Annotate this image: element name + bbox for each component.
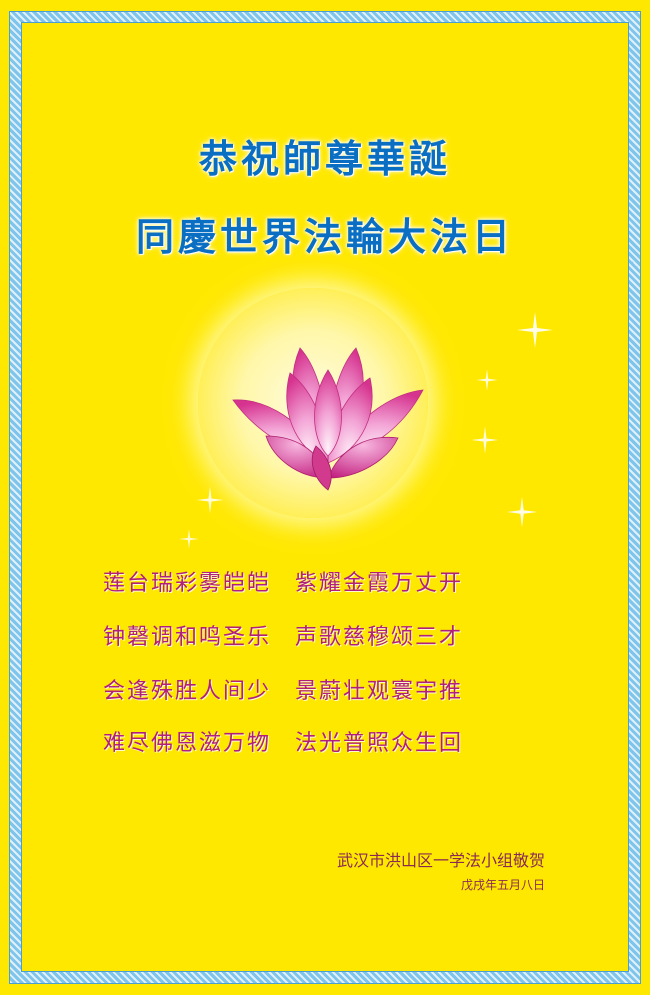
sparkle-icon xyxy=(196,486,224,514)
poem-line-4: 难尽佛恩滋万物 法光普照众生回 xyxy=(103,731,464,756)
signature: 武汉市洪山区一学法小组敬贺 xyxy=(336,851,545,870)
lotus-flower-icon xyxy=(232,347,424,491)
poem-line-2: 钟磬调和鸣圣乐 声歌慈穆颂三才 xyxy=(103,625,464,650)
sparkle-icon xyxy=(517,312,553,348)
sparkle-icon xyxy=(471,426,499,454)
title-line-1: 恭祝師尊華誕 xyxy=(198,136,451,181)
poem-line-3: 会逢殊胜人间少 景蔚壮观寰宇推 xyxy=(103,679,464,704)
poem-line-1: 莲台瑞彩雾皑皑 紫耀金霞万丈开 xyxy=(103,571,464,596)
date: 戊戌年五月八日 xyxy=(460,878,545,892)
sparkle-icon xyxy=(476,369,498,391)
sparkle-icon xyxy=(179,529,199,549)
sparkle-icon xyxy=(506,496,538,528)
title-line-2: 同慶世界法輪大法日 xyxy=(135,214,514,259)
